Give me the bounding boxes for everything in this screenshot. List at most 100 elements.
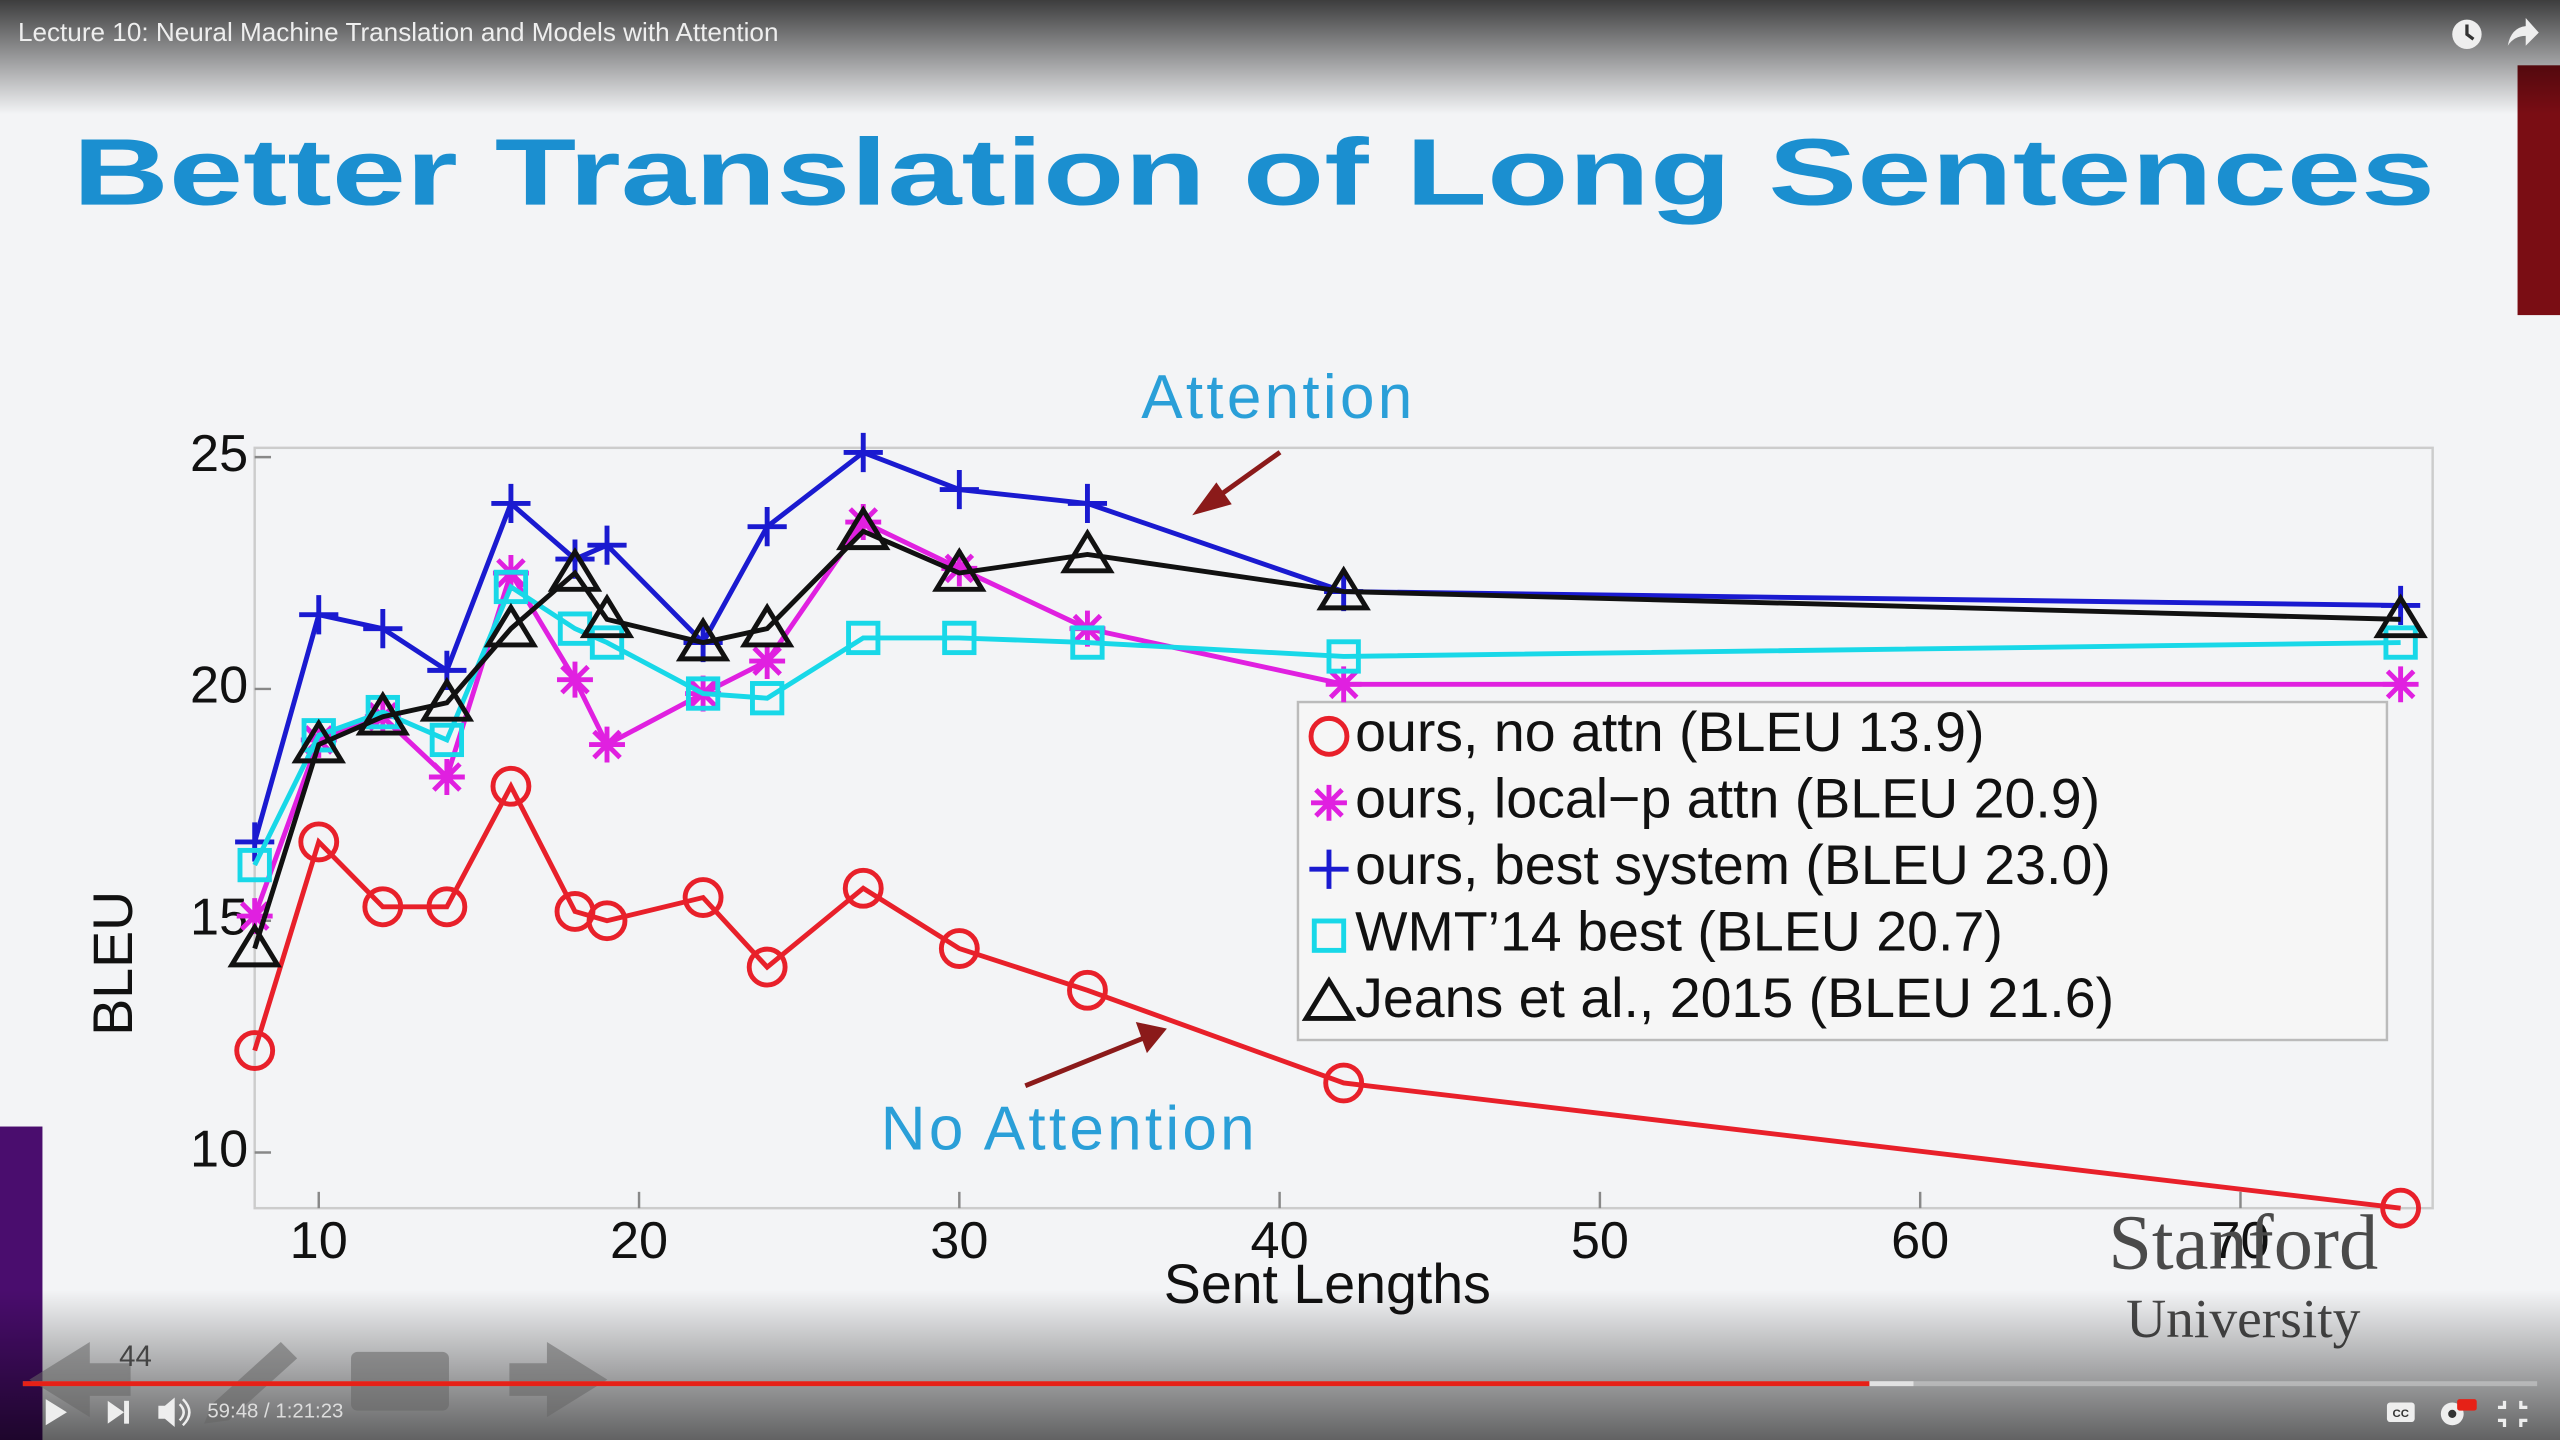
marker [490,765,532,807]
marker [1067,483,1108,524]
legend-marker [1311,784,1347,821]
marker [1060,528,1115,574]
marker [843,432,883,473]
marker [234,1030,276,1071]
marker [547,547,603,592]
legend-box [1296,700,2389,1042]
play-button[interactable] [45,1399,67,1426]
slide-number: 44 [119,1340,152,1373]
marker [428,759,465,795]
marker [236,898,273,935]
marker [747,507,787,547]
marker [589,726,625,763]
marker [1316,565,1371,611]
legend-marker [1311,918,1347,953]
marker [2382,666,2419,703]
marker [939,469,979,510]
marker [739,602,795,648]
marker [938,928,980,969]
x-tick-label: 70 [2211,1212,2269,1270]
watch-later-button[interactable] [2452,19,2482,49]
marker [2383,625,2418,660]
y-axis-label: BLEU [82,891,144,1036]
marker [419,676,475,722]
x-tick-label: 50 [1571,1212,1629,1270]
marker [429,722,465,758]
marker [589,625,625,660]
video-title[interactable]: Lecture 10: Neural Machine Translation a… [18,17,779,47]
x-tick-label: 40 [1251,1212,1309,1270]
marker [237,847,272,883]
logo: Stanford [2108,1199,2378,1286]
fullscreen-button[interactable] [2497,1400,2528,1427]
legend-marker [1301,976,1357,1021]
x-tick-label: 60 [1891,1212,1949,1270]
x-tick-label: 30 [930,1212,988,1270]
settings-button[interactable] [2440,1399,2477,1426]
captions-button[interactable]: CC [2386,1402,2415,1423]
y-tick-label: 20 [190,657,248,715]
marker [685,676,721,711]
y-tick-label: 25 [190,425,248,483]
marker [746,946,788,988]
volume-button[interactable] [158,1397,191,1427]
marker [675,616,731,662]
marker [2380,1187,2422,1229]
annotation: Attention [1141,363,1415,432]
legend-label: WMT’14 best (BLEU 20.7) [1355,900,2003,962]
marker [1325,666,1362,703]
x-tick-label: 10 [290,1212,348,1270]
marker [942,620,977,656]
legend-label: ours, best system (BLEU 23.0) [1355,834,2111,896]
next-button[interactable] [107,1400,129,1424]
marker [1067,969,1108,1011]
slide-title: Better Translation of Long Sentences [73,120,2435,226]
x-tick-label: 20 [610,1212,668,1270]
slide-prev [29,1342,131,1418]
marker [932,547,987,592]
marker [363,609,403,649]
marker [299,595,339,635]
marker [1323,1062,1365,1104]
marker [227,922,282,968]
annotation: No Attention [881,1094,1258,1163]
marker [2373,593,2428,639]
y-tick-label: 10 [190,1120,248,1178]
marker [579,593,635,639]
marker [846,620,881,656]
progress-buffer [1869,1381,1914,1387]
legend-marker [1309,849,1349,889]
marker [1070,625,1105,660]
svg-text:CC: CC [2393,1408,2409,1420]
series-line [252,780,2401,1211]
marker [483,602,539,648]
marker [682,877,724,918]
marker [587,525,627,565]
legend-label: ours, no attn (BLEU 13.9) [1355,701,1984,763]
legend-label: Jeans et al., 2015 (BLEU 21.6) [1355,967,2114,1029]
marker [1326,639,1361,674]
marker [491,483,531,524]
share-button[interactable] [2507,17,2539,46]
marker [836,505,891,551]
marker [750,681,785,716]
legend-marker [1308,715,1350,757]
marker [845,504,882,540]
marker [355,690,411,736]
series-line [252,449,2401,843]
marker [749,643,786,680]
top-shade [0,0,2560,115]
marker [426,886,468,928]
marker [298,821,340,863]
marker [941,550,978,587]
marker [291,718,346,764]
marker [586,900,628,942]
marker [493,569,529,605]
marker [842,867,884,909]
time-display: 59:48 / 1:21:23 [207,1401,343,1423]
progress-played [22,1381,1870,1387]
marker [362,886,404,928]
